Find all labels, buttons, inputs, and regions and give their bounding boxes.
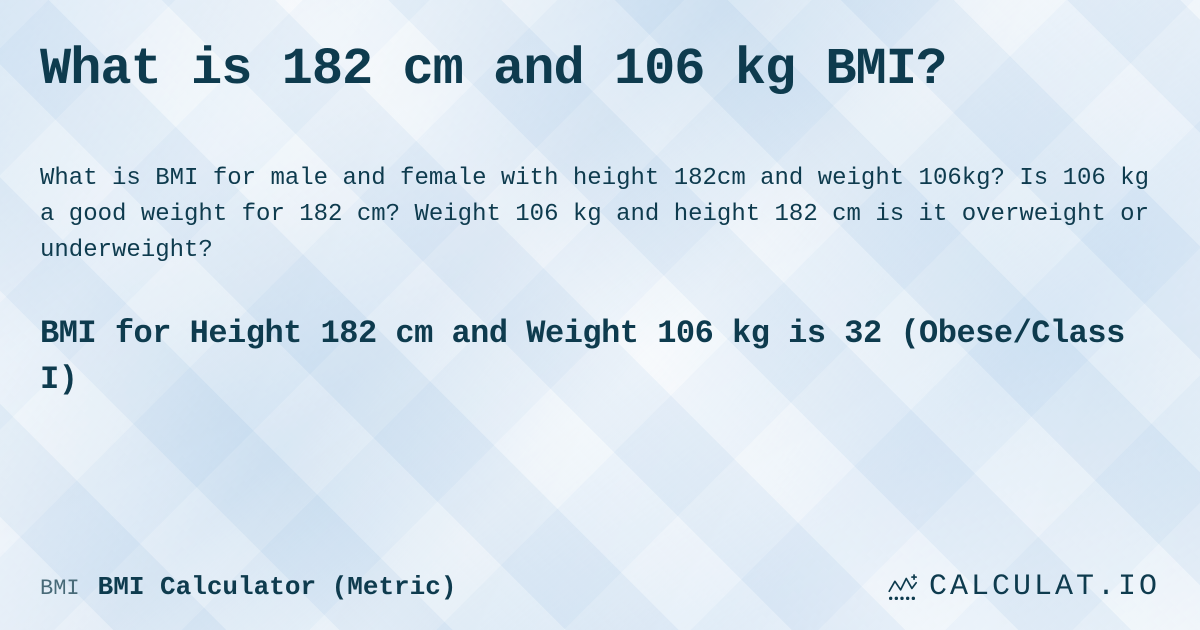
content-area: What is 182 cm and 106 kg BMI? What is B…	[0, 0, 1200, 404]
bmi-result: BMI for Height 182 cm and Weight 106 kg …	[40, 311, 1160, 404]
footer-right: CALCULAT.IO	[885, 570, 1160, 604]
calculator-title: BMI Calculator (Metric)	[98, 572, 457, 602]
footer: BMI BMI Calculator (Metric) CALCULAT.IO	[40, 570, 1160, 604]
footer-left: BMI BMI Calculator (Metric)	[40, 572, 456, 602]
page-description: What is BMI for male and female with hei…	[40, 161, 1160, 269]
page-title: What is 182 cm and 106 kg BMI?	[40, 40, 1160, 99]
calculator-icon	[885, 570, 919, 604]
brand-name: CALCULAT.IO	[929, 570, 1160, 604]
bmi-tag: BMI	[40, 576, 80, 601]
